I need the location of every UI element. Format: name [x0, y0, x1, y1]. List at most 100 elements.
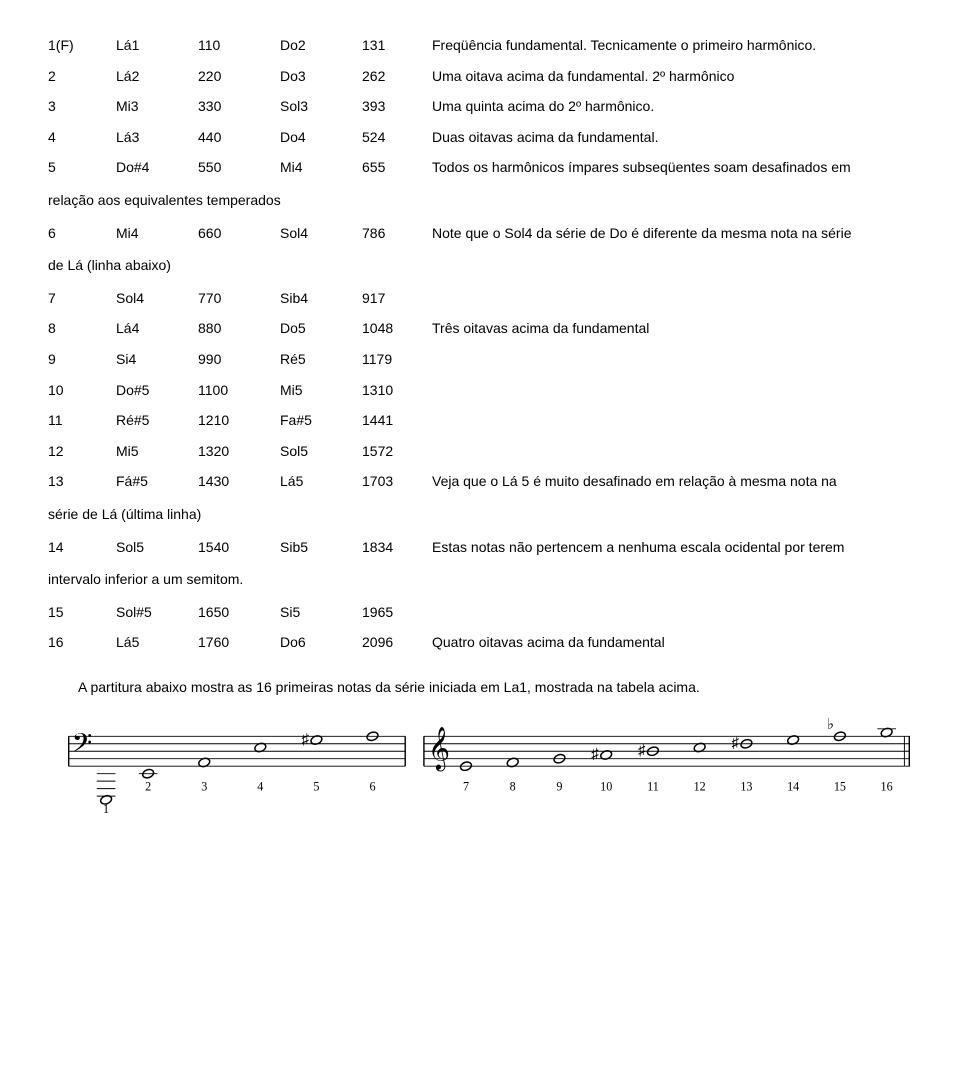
svg-text:♯: ♯: [591, 747, 599, 763]
cell: 786: [362, 220, 432, 247]
table-row: 5Do#4550Mi4655Todos os harmônicos ímpare…: [48, 154, 912, 181]
cell: Do2: [280, 32, 362, 59]
svg-text:5: 5: [313, 780, 319, 794]
cell: 3: [48, 93, 116, 120]
cell: Sib5: [280, 534, 362, 561]
cell: Sol#5: [116, 599, 198, 626]
cell: 1048: [362, 315, 432, 342]
row-description: Uma quinta acima do 2º harmônico.: [432, 98, 654, 114]
svg-text:2: 2: [145, 780, 151, 794]
table-row: 16Lá51760Do62096Quatro oitavas acima da …: [48, 629, 912, 656]
cell: 440: [198, 124, 280, 151]
svg-text:3: 3: [201, 780, 207, 794]
svg-text:♭: ♭: [827, 717, 834, 733]
cell: 990: [198, 346, 280, 373]
svg-text:7: 7: [463, 780, 469, 794]
table-row: 2Lá2220Do3262Uma oitava acima da fundame…: [48, 63, 912, 90]
svg-text:16: 16: [881, 780, 893, 794]
table-row: 9Si4990Ré51179: [48, 346, 912, 373]
svg-text:♯: ♯: [301, 732, 309, 748]
cell: Ré#5: [116, 407, 198, 434]
cell: Lá5: [116, 629, 198, 656]
row-description: Veja que o Lá 5 é muito desafinado em re…: [432, 473, 837, 489]
table-row: 6Mi4660Sol4786Note que o Sol4 da série d…: [48, 220, 912, 247]
cell: Do#4: [116, 154, 198, 181]
cell: 262: [362, 63, 432, 90]
cell: Mi4: [280, 154, 362, 181]
row-description-wrap: de Lá (linha abaixo): [48, 252, 912, 279]
cell: 393: [362, 93, 432, 120]
cell: 1210: [198, 407, 280, 434]
bottom-paragraph: A partitura abaixo mostra as 16 primeira…: [48, 674, 912, 701]
table-row: 11Ré#51210Fa#51441: [48, 407, 912, 434]
cell: 15: [48, 599, 116, 626]
cell: 14: [48, 534, 116, 561]
cell: 16: [48, 629, 116, 656]
row-description: Duas oitavas acima da fundamental.: [432, 129, 658, 145]
cell: 1834: [362, 534, 432, 561]
cell: 550: [198, 154, 280, 181]
row-description: Todos os harmônicos ímpares subseqüentes…: [432, 159, 851, 175]
table-row: 7Sol4770Sib4917: [48, 285, 912, 312]
cell: 1965: [362, 599, 432, 626]
cell: Lá1: [116, 32, 198, 59]
cell: Mi5: [280, 377, 362, 404]
cell: 1430: [198, 468, 280, 495]
cell: 1441: [362, 407, 432, 434]
cell: Sol3: [280, 93, 362, 120]
cell: 1179: [362, 346, 432, 373]
cell: 110: [198, 32, 280, 59]
cell: 1(F): [48, 32, 116, 59]
table-row: 4Lá3440Do4524Duas oitavas acima da funda…: [48, 124, 912, 151]
table-row: 8Lá4880Do51048Três oitavas acima da fund…: [48, 315, 912, 342]
table-row: 13Fá#51430Lá51703Veja que o Lá 5 é muito…: [48, 468, 912, 495]
cell: Do4: [280, 124, 362, 151]
svg-text:9: 9: [556, 780, 562, 794]
cell: 1703: [362, 468, 432, 495]
cell: 1100: [198, 377, 280, 404]
table-row: 15Sol#51650Si51965: [48, 599, 912, 626]
row-description: Três oitavas acima da fundamental: [432, 320, 649, 336]
row-description-wrap: relação aos equivalentes temperados: [48, 187, 912, 214]
cell: Si5: [280, 599, 362, 626]
cell: Sol4: [116, 285, 198, 312]
cell: 917: [362, 285, 432, 312]
cell: Si4: [116, 346, 198, 373]
cell: Mi3: [116, 93, 198, 120]
cell: Lá3: [116, 124, 198, 151]
svg-text:♯: ♯: [731, 736, 739, 752]
table-row: 1(F)Lá1110Do2131Freqüência fundamental. …: [48, 32, 912, 59]
cell: Mi5: [116, 438, 198, 465]
cell: 4: [48, 124, 116, 151]
row-description-wrap: intervalo inferior a um semitom.: [48, 566, 912, 593]
cell: 1572: [362, 438, 432, 465]
cell: Lá5: [280, 468, 362, 495]
cell: Fa#5: [280, 407, 362, 434]
cell: Sol5: [280, 438, 362, 465]
svg-text:♯: ♯: [638, 743, 646, 759]
cell: Do3: [280, 63, 362, 90]
cell: Fá#5: [116, 468, 198, 495]
cell: Do5: [280, 315, 362, 342]
cell: Ré5: [280, 346, 362, 373]
cell: 131: [362, 32, 432, 59]
cell: 660: [198, 220, 280, 247]
cell: 1320: [198, 438, 280, 465]
svg-text:10: 10: [600, 780, 612, 794]
cell: Sib4: [280, 285, 362, 312]
cell: 524: [362, 124, 432, 151]
svg-text:11: 11: [647, 780, 659, 794]
cell: 880: [198, 315, 280, 342]
cell: Do#5: [116, 377, 198, 404]
cell: Mi4: [116, 220, 198, 247]
svg-text:8: 8: [510, 780, 516, 794]
svg-text:𝄢: 𝄢: [72, 729, 92, 764]
cell: 2096: [362, 629, 432, 656]
row-description: Freqüência fundamental. Tecnicamente o p…: [432, 37, 816, 53]
cell: 655: [362, 154, 432, 181]
table-row: 10Do#51100Mi51310: [48, 377, 912, 404]
svg-text:𝄞: 𝄞: [428, 727, 450, 772]
table-row: 12Mi51320Sol51572: [48, 438, 912, 465]
cell: Sol4: [280, 220, 362, 247]
table-row: 3Mi3330Sol3393Uma quinta acima do 2º har…: [48, 93, 912, 120]
